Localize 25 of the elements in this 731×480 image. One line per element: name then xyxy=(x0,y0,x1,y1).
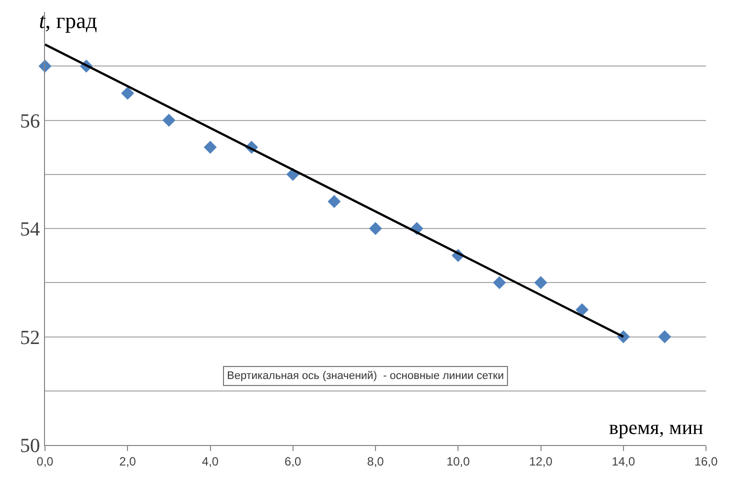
point xyxy=(204,140,217,154)
x-tick-label: 12,0 xyxy=(529,454,553,468)
point xyxy=(576,303,589,316)
point xyxy=(328,194,341,208)
x-tick-label: 6,0 xyxy=(284,454,302,468)
point xyxy=(121,86,134,100)
point xyxy=(162,114,176,127)
y-tick-label: 54 xyxy=(20,218,40,240)
x-tick-label: 10,0 xyxy=(446,454,470,468)
x-tick-label: 16,0 xyxy=(694,454,718,468)
y-tick-label: 56 xyxy=(20,110,40,132)
point xyxy=(492,276,506,290)
x-tick-label: 0,0 xyxy=(36,454,54,468)
x-tick-label: 4,0 xyxy=(202,454,219,468)
point xyxy=(534,276,548,290)
x-tick-label: 8,0 xyxy=(367,454,384,468)
annotation: Вертикальная ось (значений) - основные линии сетки xyxy=(227,370,504,382)
y-axis-title: t, град xyxy=(39,8,98,33)
x-tick-label: 2,0 xyxy=(119,454,136,468)
x-axis-title: время, мин xyxy=(609,417,704,439)
x-tick-label: 14,0 xyxy=(612,454,636,468)
y-tick-label: 52 xyxy=(20,326,40,349)
point xyxy=(369,222,382,235)
point xyxy=(658,330,672,344)
y-tick-label: 50 xyxy=(20,435,40,457)
